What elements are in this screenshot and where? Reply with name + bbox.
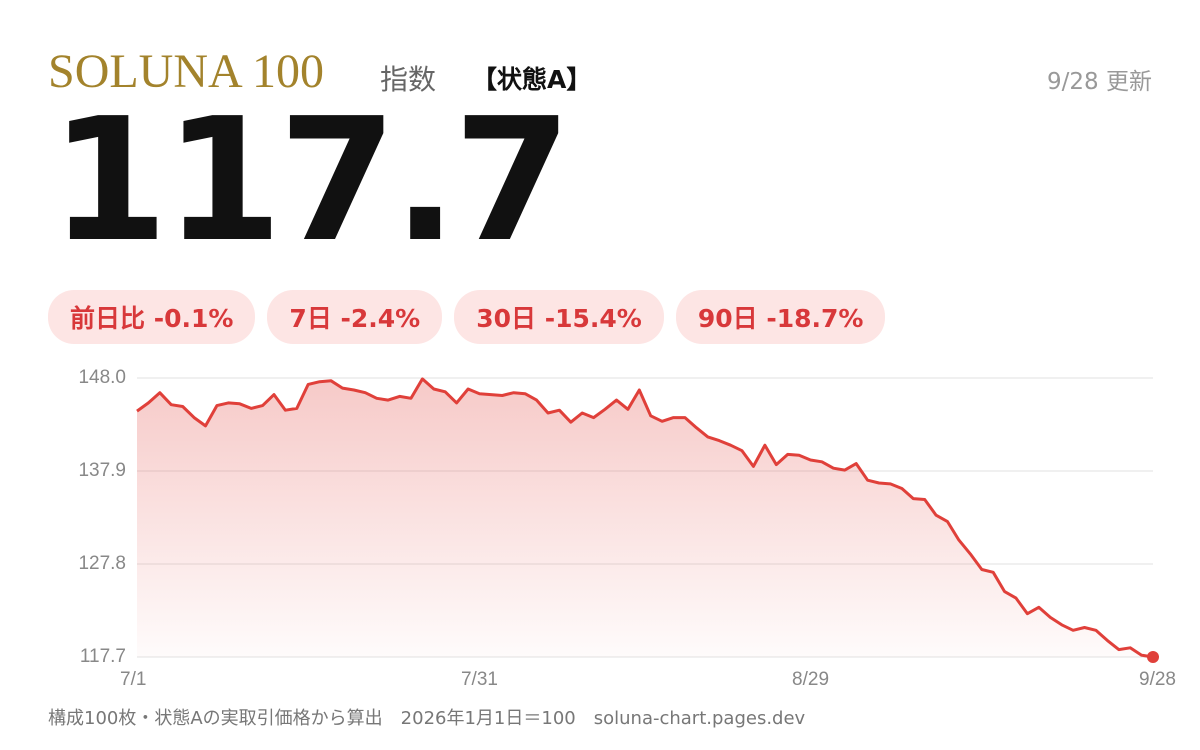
change-badge: 前日比 -0.1% (48, 290, 256, 344)
updated: 9/28 更新 (1047, 69, 1152, 95)
x-tick-label: 9/28 (1139, 669, 1176, 690)
line (136, 377, 1154, 659)
brand: SOLUNA 100 (48, 45, 325, 98)
y-tick-label: 117.7 (80, 646, 126, 667)
y-tick-label: 148.0 (78, 367, 126, 388)
x-tick-label: 7/1 (120, 669, 146, 690)
change-badge: 7日 -2.4% (267, 290, 443, 344)
state-label: 【状態A】 (472, 65, 592, 94)
y-tick-label: 127.8 (78, 553, 126, 574)
change-badge: 90日 -18.7% (675, 290, 886, 344)
current-value: 117.7 (50, 82, 572, 280)
badges: 前日比 -0.1% 7日 -2.4% 30日 -15.4% 90日 -18.7% (48, 290, 886, 344)
end-point (1147, 651, 1159, 663)
index-label: 指数 (380, 63, 437, 96)
change-badge: 30日 -15.4% (454, 290, 664, 344)
area (137, 378, 1153, 657)
x-tick-label: 7/31 (461, 669, 498, 690)
footer-note: 構成100枚・状態Aの実取引価格から算出 2026年1月1日＝100 solun… (48, 708, 806, 729)
y-tick-label: 137.9 (78, 460, 126, 481)
x-tick-label: 8/29 (792, 669, 829, 690)
